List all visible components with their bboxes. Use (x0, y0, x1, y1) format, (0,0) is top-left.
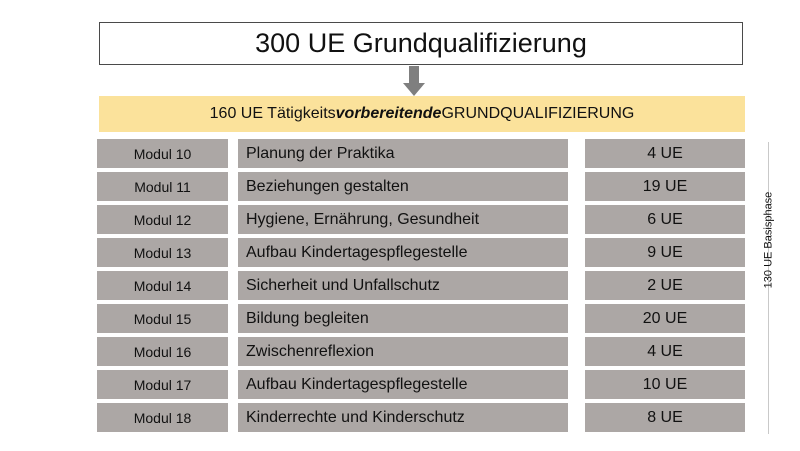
module-name: Kinderrechte und Kinderschutz (238, 403, 568, 432)
module-hours: 4 UE (585, 337, 745, 366)
module-row: Modul 17 Aufbau Kindertagespflegestelle … (97, 370, 747, 399)
module-row: Modul 13 Aufbau Kindertagespflegestelle … (97, 238, 747, 267)
module-hours: 4 UE (585, 139, 745, 168)
module-number: Modul 17 (97, 370, 228, 399)
module-name: Planung der Praktika (238, 139, 568, 168)
module-hours: 10 UE (585, 370, 745, 399)
module-row: Modul 15 Bildung begleiten 20 UE (97, 304, 747, 333)
module-hours: 6 UE (585, 205, 745, 234)
module-number: Modul 16 (97, 337, 228, 366)
phase-banner: 160 UE Tätigkeits vorbereitende GRUNDQUAL… (99, 96, 745, 132)
module-table: Modul 10 Planung der Praktika 4 UE Modul… (97, 139, 747, 436)
module-number: Modul 13 (97, 238, 228, 267)
banner-emphasis: vorbereitende (335, 105, 442, 122)
module-hours: 8 UE (585, 403, 745, 432)
module-name: Sicherheit und Unfallschutz (238, 271, 568, 300)
module-row: Modul 18 Kinderrechte und Kinderschutz 8… (97, 403, 747, 432)
module-number: Modul 11 (97, 172, 228, 201)
module-row: Modul 11 Beziehungen gestalten 19 UE (97, 172, 747, 201)
side-label: 130 UE Basisphase (738, 192, 798, 289)
module-number: Modul 18 (97, 403, 228, 432)
banner-prefix: 160 UE Tätigkeits (209, 105, 336, 122)
side-label-text: 130 UE Basisphase (762, 191, 774, 289)
diagram-title: 300 UE Grundqualifizierung (99, 22, 743, 65)
module-row: Modul 14 Sicherheit und Unfallschutz 2 U… (97, 271, 747, 300)
module-number: Modul 14 (97, 271, 228, 300)
module-hours: 9 UE (585, 238, 745, 267)
module-row: Modul 16 Zwischenreflexion 4 UE (97, 337, 747, 366)
down-arrow-icon (403, 66, 425, 96)
module-row: Modul 12 Hygiene, Ernährung, Gesundheit … (97, 205, 747, 234)
module-name: Aufbau Kindertagespflegestelle (238, 370, 568, 399)
module-name: Zwischenreflexion (238, 337, 568, 366)
module-name: Beziehungen gestalten (238, 172, 568, 201)
bracket-line (768, 142, 769, 434)
module-number: Modul 12 (97, 205, 228, 234)
module-name: Aufbau Kindertagespflegestelle (238, 238, 568, 267)
module-name: Hygiene, Ernährung, Gesundheit (238, 205, 568, 234)
module-number: Modul 10 (97, 139, 228, 168)
module-hours: 2 UE (585, 271, 745, 300)
module-hours: 20 UE (585, 304, 745, 333)
module-row: Modul 10 Planung der Praktika 4 UE (97, 139, 747, 168)
module-number: Modul 15 (97, 304, 228, 333)
module-name: Bildung begleiten (238, 304, 568, 333)
banner-suffix: GRUNDQUALIFIZIERUNG (441, 105, 635, 122)
module-hours: 19 UE (585, 172, 745, 201)
